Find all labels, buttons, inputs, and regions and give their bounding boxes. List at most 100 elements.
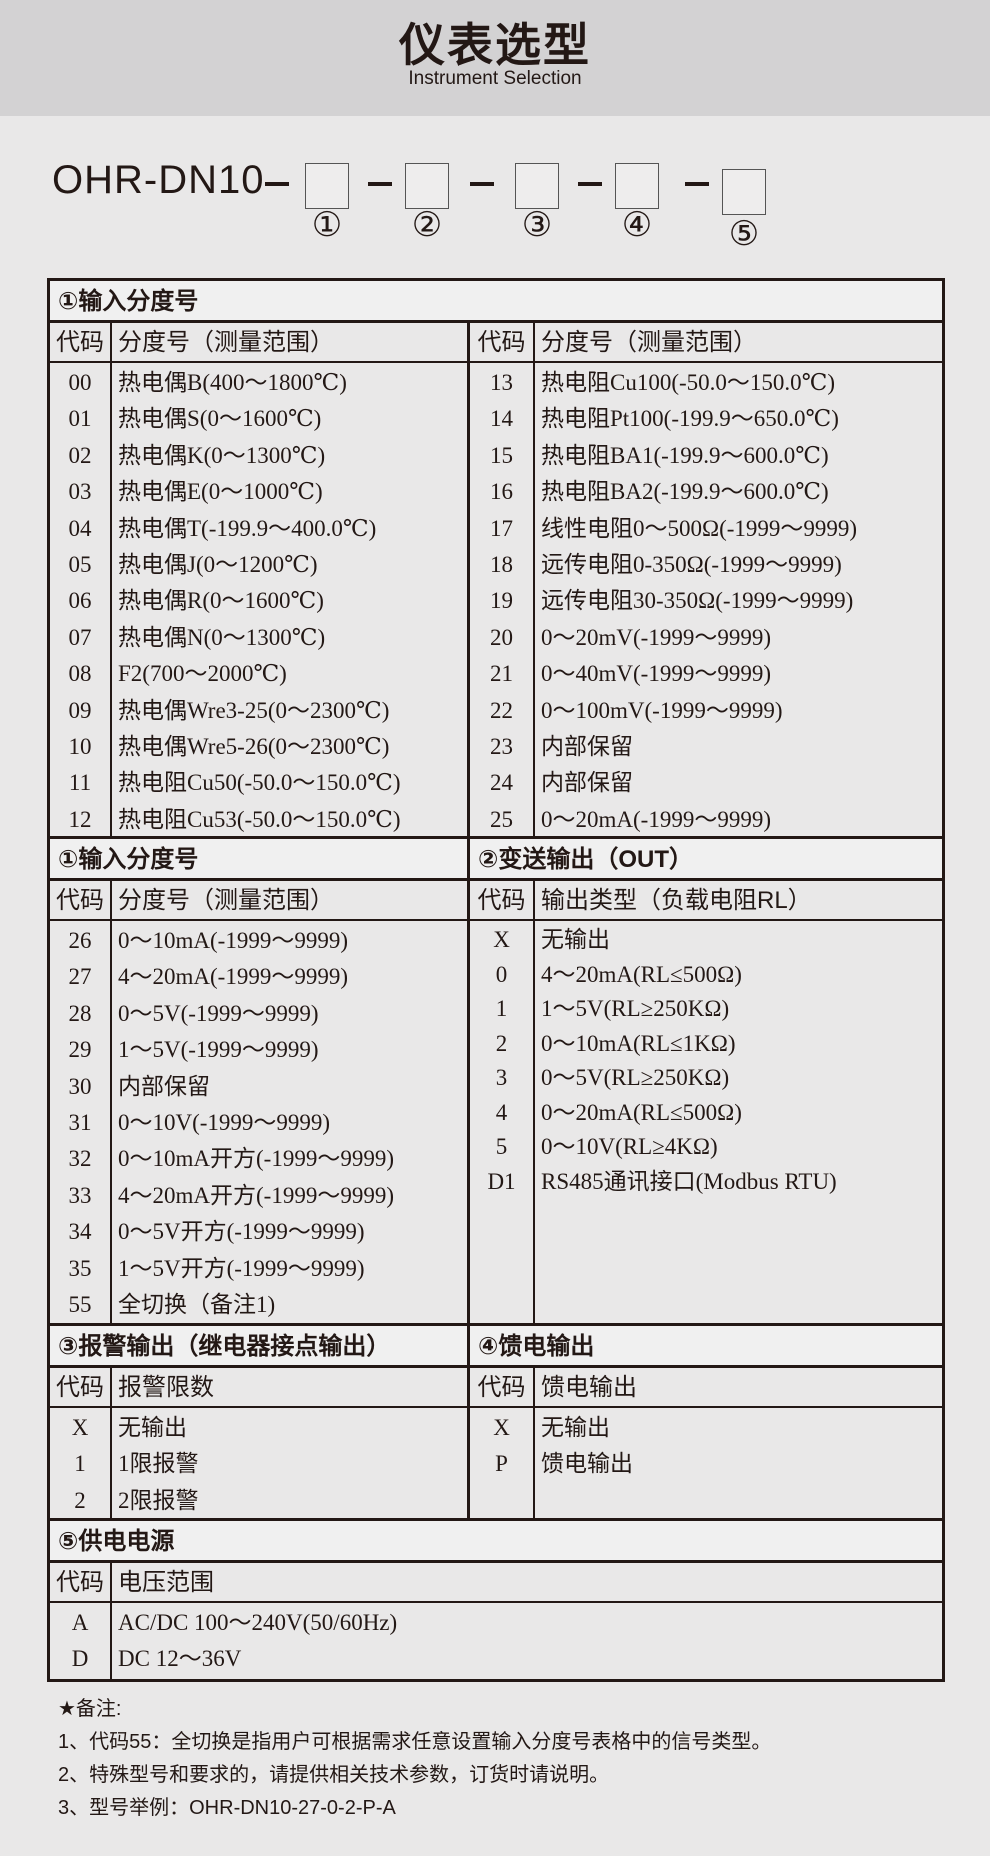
row-value: 1～5V(RL≥250KΩ) xyxy=(541,996,730,1021)
row-code: 09 xyxy=(68,697,92,723)
section-title: ①输入分度号 xyxy=(50,281,942,323)
row-value: 热电阻Cu53(-50.0～150.0℃) xyxy=(118,806,401,832)
position-marker: ② xyxy=(411,206,443,244)
dash xyxy=(685,182,709,186)
position-marker: ① xyxy=(311,206,343,244)
row-value: 热电偶K(0～1300℃) xyxy=(118,442,326,468)
notes-title: ★备注: xyxy=(58,1698,122,1720)
row-code: 55 xyxy=(68,1291,92,1317)
table-column-group: 代码 分度号（测量范围） 13 14 15 16 17 18 19 20 21 22 23 24 25 热电… xyxy=(470,323,942,836)
rows: X P 无输出 馈电输出 xyxy=(470,1408,942,1518)
row-code: 07 xyxy=(68,624,92,650)
row-value: 0～10mA(RL≤1KΩ) xyxy=(541,1030,736,1056)
row-code: 5 xyxy=(495,1134,508,1159)
row-value: 热电偶E(0～1000℃) xyxy=(118,479,323,505)
column-header: 代码 输出类型（负载电阻RL） xyxy=(470,881,942,921)
row-code: 14 xyxy=(490,406,513,432)
row-value: 热电偶J(0～1200℃) xyxy=(118,551,318,577)
section-title: ②变送输出（OUT） xyxy=(470,839,942,881)
row-code: 2 xyxy=(74,1487,86,1513)
dash xyxy=(265,182,289,186)
row-value: 0～20mA(RL≤500Ω) xyxy=(541,1099,742,1125)
row-code: 05 xyxy=(68,551,92,577)
row-code: 26 xyxy=(68,928,92,953)
row-value: 无输出 xyxy=(118,1415,187,1440)
note-item: 2、特殊型号和要求的，请提供相关技术参数，订货时请说明。 xyxy=(58,1764,610,1786)
row-value: DC 12～36V xyxy=(118,1646,242,1672)
column-header: 代码 分度号（测量范围） xyxy=(50,881,467,921)
row-value: 热电阻BA2(-199.9～600.0℃) xyxy=(541,479,829,505)
row-code: 11 xyxy=(68,770,92,796)
note-item: 3、型号举例：OHR-DN10-27-0-2-P-A xyxy=(58,1797,396,1819)
row-value: AC/DC 100～240V(50/60Hz) xyxy=(118,1610,398,1635)
dash xyxy=(368,182,392,186)
code-box-4 xyxy=(615,163,659,209)
table-column-group: ⑤供电电源 代码 电压范围 A D AC/DC 100～240V(50/60Hz) DC… xyxy=(50,1521,942,1679)
row-value: 热电阻Cu50(-50.0～150.0℃) xyxy=(118,770,401,796)
page-subtitle: Instrument Selection xyxy=(408,68,582,89)
row-code: 17 xyxy=(490,515,513,541)
row-value: 0～20mV(-1999～9999) xyxy=(541,624,771,650)
row-code: D1 xyxy=(487,1168,516,1194)
code-box-1 xyxy=(305,163,349,209)
row-code: 23 xyxy=(490,733,513,759)
row-code: X xyxy=(71,1415,89,1440)
table-column-group: ④馈电输出 代码 馈电输出 X P 无输出 馈电输出 xyxy=(470,1326,942,1518)
row-code: 13 xyxy=(490,370,513,395)
row-value: 4～20mA(-1999～9999) xyxy=(118,964,348,990)
section-title: ①输入分度号 xyxy=(50,839,467,881)
row-value: 热电偶R(0～1600℃) xyxy=(118,588,324,614)
table-column-group: ①输入分度号 代码 分度号（测量范围） 26 27 28 29 30 31 32 33 34 35 5… xyxy=(50,839,470,1323)
row-value: 无输出 xyxy=(541,1415,610,1440)
row-code: 2 xyxy=(495,1030,508,1056)
position-marker: ⑤ xyxy=(728,215,760,253)
column-header: 代码 报警限数 xyxy=(50,1368,467,1408)
column-header: 代码 分度号（测量范围） xyxy=(470,323,942,363)
row-code: 28 xyxy=(68,1000,92,1026)
row-code: 0 xyxy=(495,961,508,987)
row-code: 34 xyxy=(68,1219,92,1245)
rows: 26 27 28 29 30 31 32 33 34 35 55 0～10mA(-1999～9999)… xyxy=(50,921,467,1323)
row-code: 32 xyxy=(68,1146,92,1172)
row-value: 热电阻Cu100(-50.0～150.0℃) xyxy=(541,370,836,395)
row-code: 1 xyxy=(74,1451,86,1477)
page-title: 仪表选型 xyxy=(399,19,591,71)
row-value: 0～100mV(-1999～9999) xyxy=(541,697,783,723)
row-value: 0～5V开方(-1999～9999) xyxy=(118,1219,365,1245)
row-value: RS485通讯接口(Modbus RTU) xyxy=(541,1168,837,1194)
row-code: 16 xyxy=(490,479,513,505)
position-marker: ④ xyxy=(621,206,653,244)
row-value: 0～5V(RL≥250KΩ) xyxy=(541,1065,730,1090)
dash xyxy=(578,182,602,186)
row-code: 1 xyxy=(495,996,508,1021)
row-code: 03 xyxy=(68,479,92,505)
row-value: 线性电阻0～500Ω(-1999～9999) xyxy=(541,515,858,541)
row-value: 热电偶N(0～1300℃) xyxy=(118,624,326,650)
row-value: 热电偶T(-199.9～400.0℃) xyxy=(118,515,377,541)
section-title: ④馈电输出 xyxy=(470,1326,942,1368)
row-value: 4～20mA(RL≤500Ω) xyxy=(541,961,742,987)
row-value: 内部保留 xyxy=(541,733,633,759)
column-header: 代码 分度号（测量范围） xyxy=(50,323,467,363)
rows: X 1 2 无输出 1限报警 2限报警 xyxy=(50,1408,467,1518)
row-value: 全切换（备注1) xyxy=(118,1291,276,1317)
row-value: 馈电输出 xyxy=(541,1451,633,1477)
row-value: 无输出 xyxy=(541,927,610,952)
table-column-group: 代码 分度号（测量范围） 00 01 02 03 04 05 06 07 08 09 10 11 12 热电… xyxy=(50,323,470,836)
row-code: X xyxy=(493,927,510,952)
row-code: 02 xyxy=(68,442,92,468)
code-box-3 xyxy=(515,163,559,209)
row-value: 0～10mA(-1999～9999) xyxy=(118,928,348,953)
row-code: 22 xyxy=(490,697,513,723)
row-code: 19 xyxy=(490,588,513,614)
row-value: 热电阻Pt100(-199.9～650.0℃) xyxy=(541,406,839,432)
rows: 13 14 15 16 17 18 19 20 21 22 23 24 25 热电阻Cu100(-50.0… xyxy=(470,363,942,836)
position-marker: ③ xyxy=(521,206,553,244)
row-code: 00 xyxy=(68,370,92,395)
rows: 00 01 02 03 04 05 06 07 08 09 10 11 12 热电偶B(400～1800℃… xyxy=(50,363,467,836)
row-code: 33 xyxy=(68,1182,92,1208)
row-value: 0～40mV(-1999～9999) xyxy=(541,661,771,687)
model-prefix: OHR-DN10 xyxy=(52,158,265,202)
row-value: 0～20mA(-1999～9999) xyxy=(541,806,771,832)
row-code: A xyxy=(71,1610,89,1635)
